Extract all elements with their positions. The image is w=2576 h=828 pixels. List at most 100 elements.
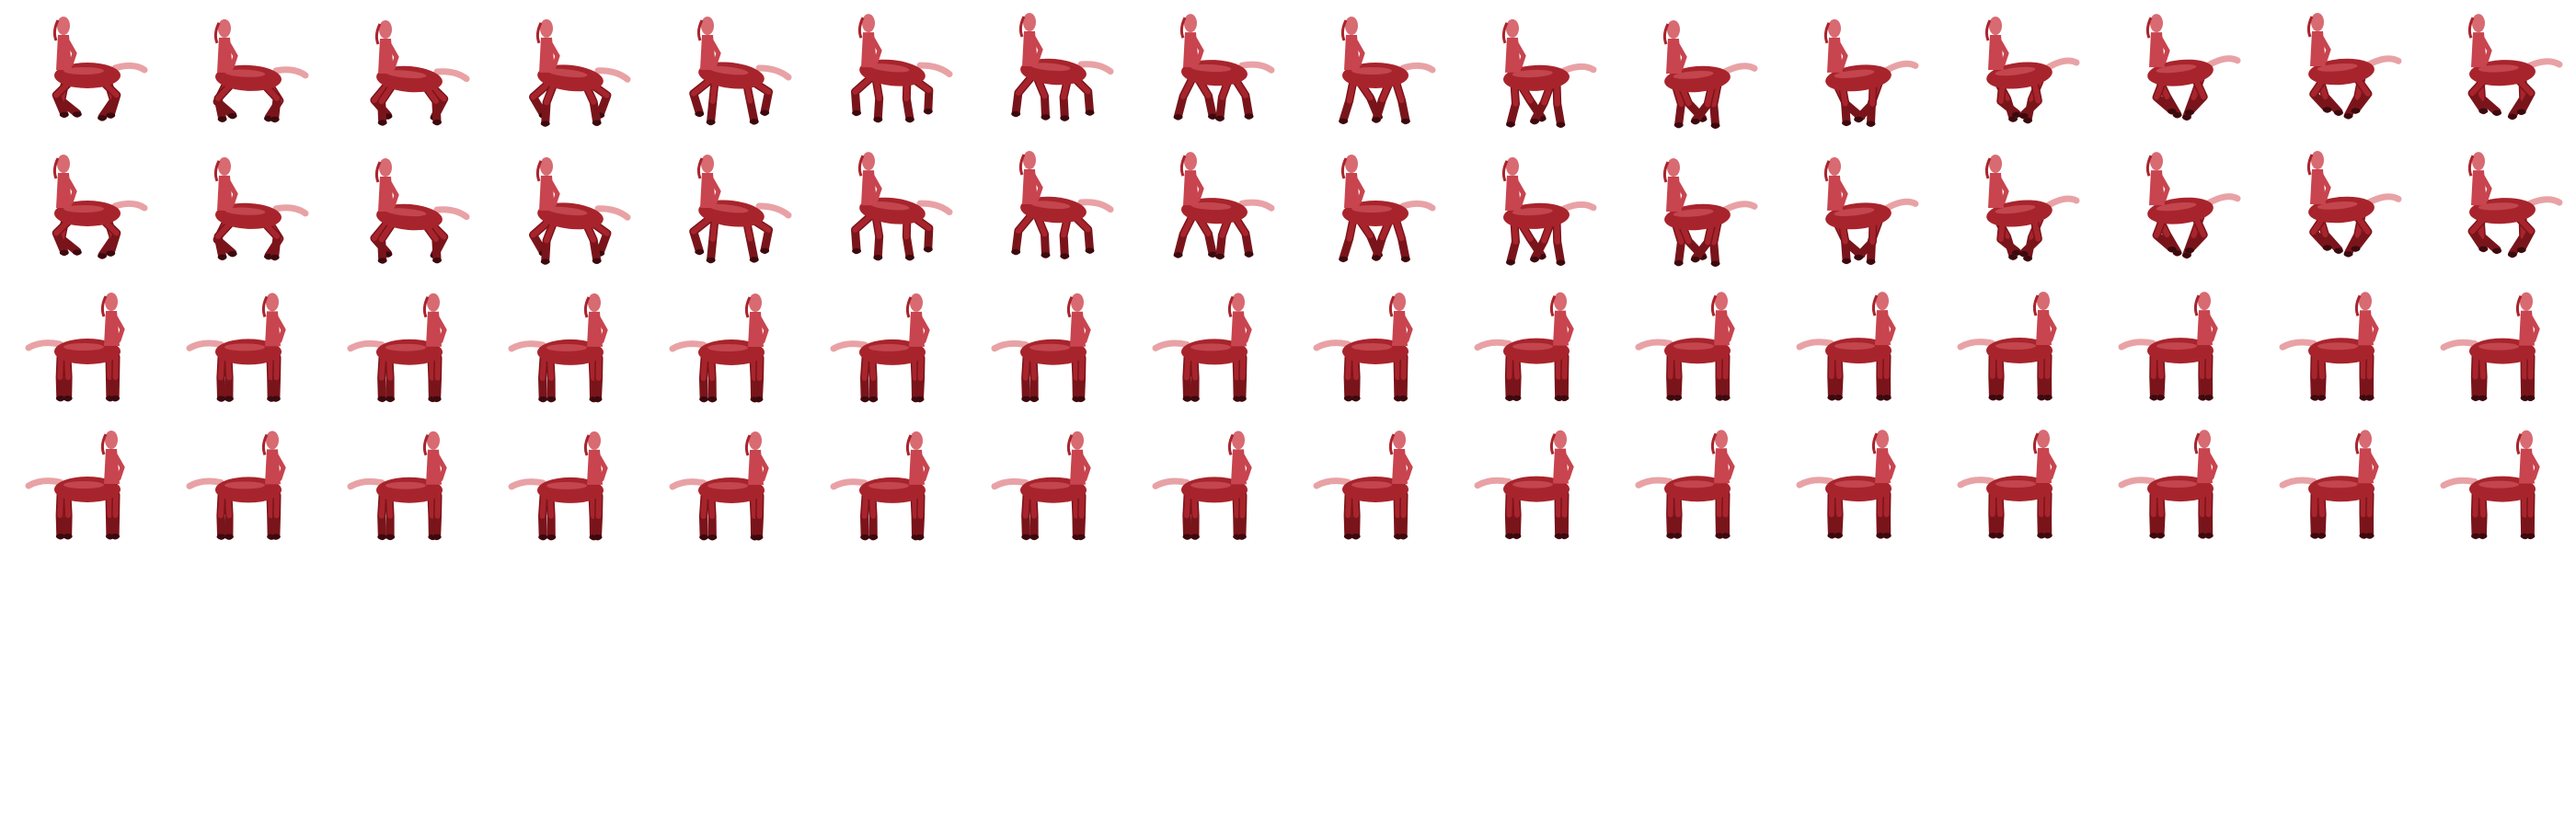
front-leg-far-hoof	[753, 396, 764, 402]
body-highlight	[2317, 63, 2358, 72]
body-highlight	[1673, 208, 1714, 217]
front-leg-near-hoof	[1505, 121, 1515, 128]
body-highlight	[1029, 343, 1070, 351]
centaur-sprite	[851, 152, 953, 261]
body-highlight	[1834, 69, 1875, 78]
hair	[696, 157, 704, 179]
centaur-sprite	[508, 431, 608, 541]
hair	[52, 19, 60, 41]
hair	[2515, 432, 2523, 455]
arm	[1400, 314, 1413, 343]
sprite-frame	[1127, 276, 1288, 414]
arm	[273, 314, 286, 343]
centaur-sprite	[1957, 430, 2057, 539]
arm	[64, 176, 77, 205]
back-leg-far-hoof	[1343, 395, 1353, 401]
back-leg-far-hoof	[860, 534, 870, 540]
sprite-frame	[805, 0, 966, 138]
body-highlight	[1351, 205, 1392, 213]
hair	[1227, 295, 1235, 317]
arm	[869, 35, 882, 64]
back-leg-far-upper	[1506, 491, 1512, 518]
back-leg-near-hoof	[2343, 113, 2353, 120]
front-leg-near-hoof	[1011, 110, 1021, 117]
centaur-sprite	[2467, 14, 2563, 121]
back-leg-near-hoof	[1556, 121, 1566, 128]
head	[2359, 292, 2372, 311]
back-leg-near-hoof	[1244, 251, 1254, 258]
back-leg-far-hoof	[1529, 118, 1539, 124]
frame-canvas	[1984, 17, 2080, 124]
front-leg-far-hoof	[2203, 533, 2214, 539]
body-highlight	[1673, 480, 1714, 489]
body-highlight	[63, 343, 104, 351]
front-leg-far-hoof	[2167, 109, 2177, 115]
body-highlight	[546, 481, 587, 489]
frame-canvas	[529, 18, 631, 127]
body-highlight	[2478, 480, 2519, 489]
arm	[2318, 34, 2331, 63]
sprite-frame	[1288, 276, 1449, 414]
frame-canvas	[669, 293, 769, 403]
front-leg-near-upper	[690, 216, 712, 235]
front-leg-far-hoof	[2042, 532, 2053, 538]
hair	[1066, 434, 1074, 456]
frame-canvas	[1474, 292, 1574, 402]
head	[2150, 152, 2163, 171]
head	[1506, 18, 1519, 38]
hair	[1871, 432, 1879, 454]
back-leg-near-hoof	[2507, 113, 2517, 120]
hair	[1388, 295, 1396, 317]
frame-canvas	[2440, 430, 2540, 540]
body-highlight	[2478, 342, 2519, 351]
back-leg-far-upper	[1183, 492, 1190, 519]
front-leg-near-upper	[852, 213, 873, 233]
back-leg-far-hoof	[1854, 254, 1864, 260]
centaur-sprite	[669, 293, 769, 403]
frame-canvas	[2306, 151, 2402, 258]
frame-canvas	[2467, 14, 2563, 121]
body-highlight	[385, 481, 426, 489]
front-leg-far-hoof	[2364, 395, 2375, 401]
body-highlight	[2478, 202, 2519, 211]
sprite-frame	[0, 414, 161, 552]
back-leg-far-hoof	[1060, 253, 1070, 259]
centaur-sprite	[1823, 18, 1919, 127]
front-leg-near-hoof	[1339, 256, 1349, 262]
sprite-frame	[644, 414, 805, 552]
back-leg-far-upper	[1345, 354, 1351, 380]
head	[2311, 13, 2324, 31]
body-highlight	[1995, 480, 2036, 488]
head	[427, 431, 440, 450]
tail	[2279, 477, 2317, 489]
centaur-sprite	[1173, 152, 1275, 260]
front-leg-far-hoof	[1881, 395, 1892, 401]
hair	[1549, 294, 1557, 317]
back-leg-far-hoof	[904, 116, 914, 122]
sprite-frame	[1771, 138, 1932, 276]
tail	[272, 66, 309, 79]
frame-canvas	[529, 156, 631, 265]
tail	[2526, 196, 2563, 207]
frame-canvas	[1957, 292, 2057, 401]
head	[379, 20, 392, 39]
hair	[1501, 22, 1509, 44]
back-leg-near-hoof	[1866, 121, 1876, 127]
body-highlight	[1190, 201, 1232, 211]
tail	[669, 478, 707, 490]
head	[1232, 293, 1245, 312]
front-leg-far-hoof	[592, 396, 603, 402]
arm	[1561, 452, 1574, 481]
frame-canvas	[689, 17, 792, 126]
back-leg-far-hoof	[270, 254, 280, 260]
back-leg-far-hoof	[216, 396, 226, 402]
head	[218, 18, 231, 38]
centaur-sprite	[2306, 151, 2402, 258]
back-leg-far-upper	[378, 354, 385, 381]
centaur-sprite	[1501, 18, 1597, 129]
sprite-frame	[2415, 138, 2576, 276]
body-highlight	[1351, 481, 1392, 489]
head	[105, 293, 118, 311]
arm	[2527, 452, 2540, 481]
back-leg-far-upper	[1506, 353, 1512, 380]
